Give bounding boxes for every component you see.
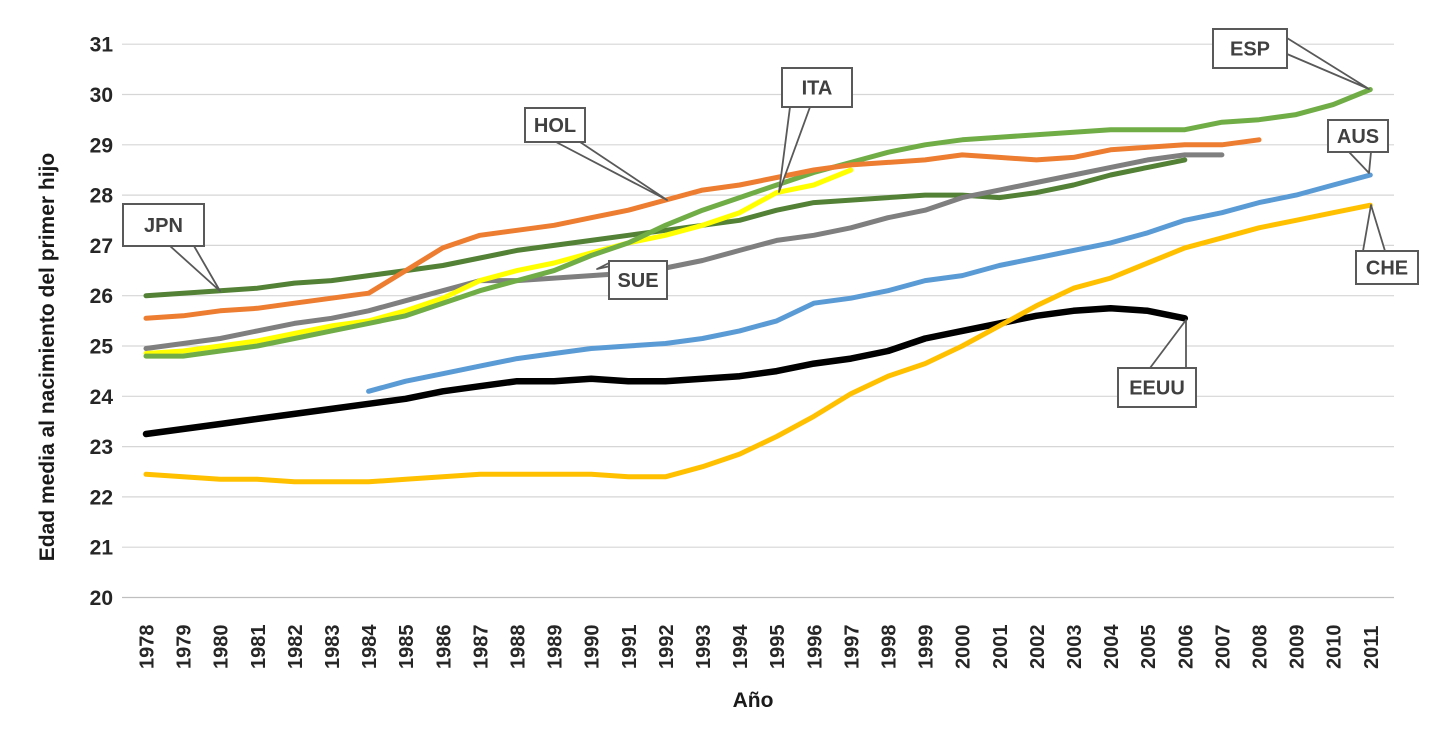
callout-pointer xyxy=(1362,204,1386,252)
callout-box xyxy=(1212,28,1288,69)
x-tick-label: 1999 xyxy=(916,625,938,670)
callout-jpn: JPN xyxy=(122,203,221,292)
callout-label: ESP xyxy=(1230,39,1270,61)
x-tick-label: 2003 xyxy=(1064,625,1086,670)
y-tick-label: 23 xyxy=(90,436,113,459)
y-tick-label: 24 xyxy=(90,386,114,409)
x-tick-label: 1997 xyxy=(841,625,863,670)
y-tick-label: 20 xyxy=(90,587,113,610)
x-tick-label: 2006 xyxy=(1175,625,1197,670)
x-tick-label: 1982 xyxy=(285,625,307,670)
y-tick-label: 21 xyxy=(90,537,114,560)
callout-che: CHE xyxy=(1355,204,1419,285)
x-tick-label: 1979 xyxy=(174,625,196,670)
callout-label: CHE xyxy=(1366,258,1408,280)
y-axis-ticks: 20 21 22 23 24 25 26 27 28 29 30 31 xyxy=(90,34,114,610)
series-line-che xyxy=(143,202,1373,485)
callout-aus: AUS xyxy=(1327,119,1389,174)
series-line-jpn xyxy=(143,157,1188,299)
x-tick-label: 1983 xyxy=(322,625,344,670)
x-tick-label: 1995 xyxy=(767,625,789,670)
y-tick-label: 27 xyxy=(90,235,113,258)
x-tick-label: 1994 xyxy=(730,624,752,669)
x-tick-label: 1989 xyxy=(545,625,567,670)
callout-pointer xyxy=(1286,37,1370,90)
x-tick-label: 1991 xyxy=(619,625,641,670)
series-line-esp xyxy=(143,87,1373,359)
series-lines xyxy=(142,87,1373,485)
series-line-aus xyxy=(366,172,1373,394)
callout-pointer xyxy=(169,245,221,292)
callout-hol: HOL xyxy=(524,107,668,201)
series-line-eeuu xyxy=(142,305,1189,438)
callout-box xyxy=(781,67,853,108)
callout-ita: ITA xyxy=(778,67,853,193)
callout-pointer xyxy=(1348,151,1372,174)
x-tick-label: 2002 xyxy=(1027,625,1049,670)
x-tick-label: 1980 xyxy=(211,625,233,670)
x-tick-label: 1981 xyxy=(248,625,270,670)
x-tick-label: 1992 xyxy=(656,625,678,670)
x-tick-label: 1998 xyxy=(879,625,901,670)
x-tick-label: 2011 xyxy=(1361,626,1383,669)
x-axis-ticks: 1978 1979 1980 1981 1982 1983 1984 1985 1986 1987… xyxy=(137,624,1383,669)
x-tick-label: 1988 xyxy=(508,625,530,670)
x-tick-label: 1984 xyxy=(359,624,381,669)
y-tick-label: 26 xyxy=(90,285,113,308)
callout-box xyxy=(1117,367,1197,408)
x-axis-title: Año xyxy=(732,689,774,712)
callout-label: HOL xyxy=(534,115,576,137)
y-axis-title: Edad media al nacimiento del primer hijo xyxy=(36,152,59,562)
x-tick-label: 2009 xyxy=(1287,625,1309,670)
x-tick-label: 1978 xyxy=(137,625,159,670)
x-tick-label: 1987 xyxy=(470,625,492,670)
series-line-sue xyxy=(143,152,1225,351)
series-line-hol xyxy=(143,137,1262,321)
callout-label: EEUU xyxy=(1129,378,1185,400)
x-tick-label: 2001 xyxy=(990,625,1012,670)
x-tick-label: 2005 xyxy=(1138,625,1160,670)
y-tick-label: 28 xyxy=(90,185,114,208)
x-tick-label: 2007 xyxy=(1212,625,1234,670)
x-tick-label: 2010 xyxy=(1324,625,1346,670)
callout-box xyxy=(1355,250,1419,285)
x-tick-label: 1985 xyxy=(396,625,418,670)
x-tick-label: 1993 xyxy=(693,625,715,670)
callout-eeuu: EEUU xyxy=(1117,319,1197,408)
callout-label: AUS xyxy=(1337,126,1379,148)
y-tick-label: 29 xyxy=(90,134,113,157)
y-tick-label: 25 xyxy=(90,336,114,359)
callout-label: SUE xyxy=(617,270,658,292)
callout-box xyxy=(608,260,668,300)
callout-label: ITA xyxy=(802,78,833,100)
series-line-ita xyxy=(143,167,854,356)
callout-pointer xyxy=(1149,319,1187,369)
x-tick-label: 1986 xyxy=(433,625,455,670)
callout-box xyxy=(122,203,205,247)
callout-pointer xyxy=(555,141,668,201)
x-tick-label: 2000 xyxy=(953,625,975,670)
series-callouts: JPN HOL ITA SUE ESP AUS CHE EEUU xyxy=(122,28,1419,408)
x-tick-label: 2004 xyxy=(1101,624,1123,669)
callout-sue: SUE xyxy=(596,260,668,300)
x-tick-label: 2008 xyxy=(1250,625,1272,670)
y-tick-label: 31 xyxy=(90,34,114,57)
callout-label: JPN xyxy=(144,215,183,237)
callout-box xyxy=(1327,119,1389,153)
y-tick-label: 30 xyxy=(90,84,113,107)
x-tick-label: 1990 xyxy=(582,625,604,670)
y-tick-label: 22 xyxy=(90,486,113,509)
callout-esp: ESP xyxy=(1212,28,1370,90)
x-tick-label: 1996 xyxy=(804,625,826,670)
callout-box xyxy=(524,107,586,143)
